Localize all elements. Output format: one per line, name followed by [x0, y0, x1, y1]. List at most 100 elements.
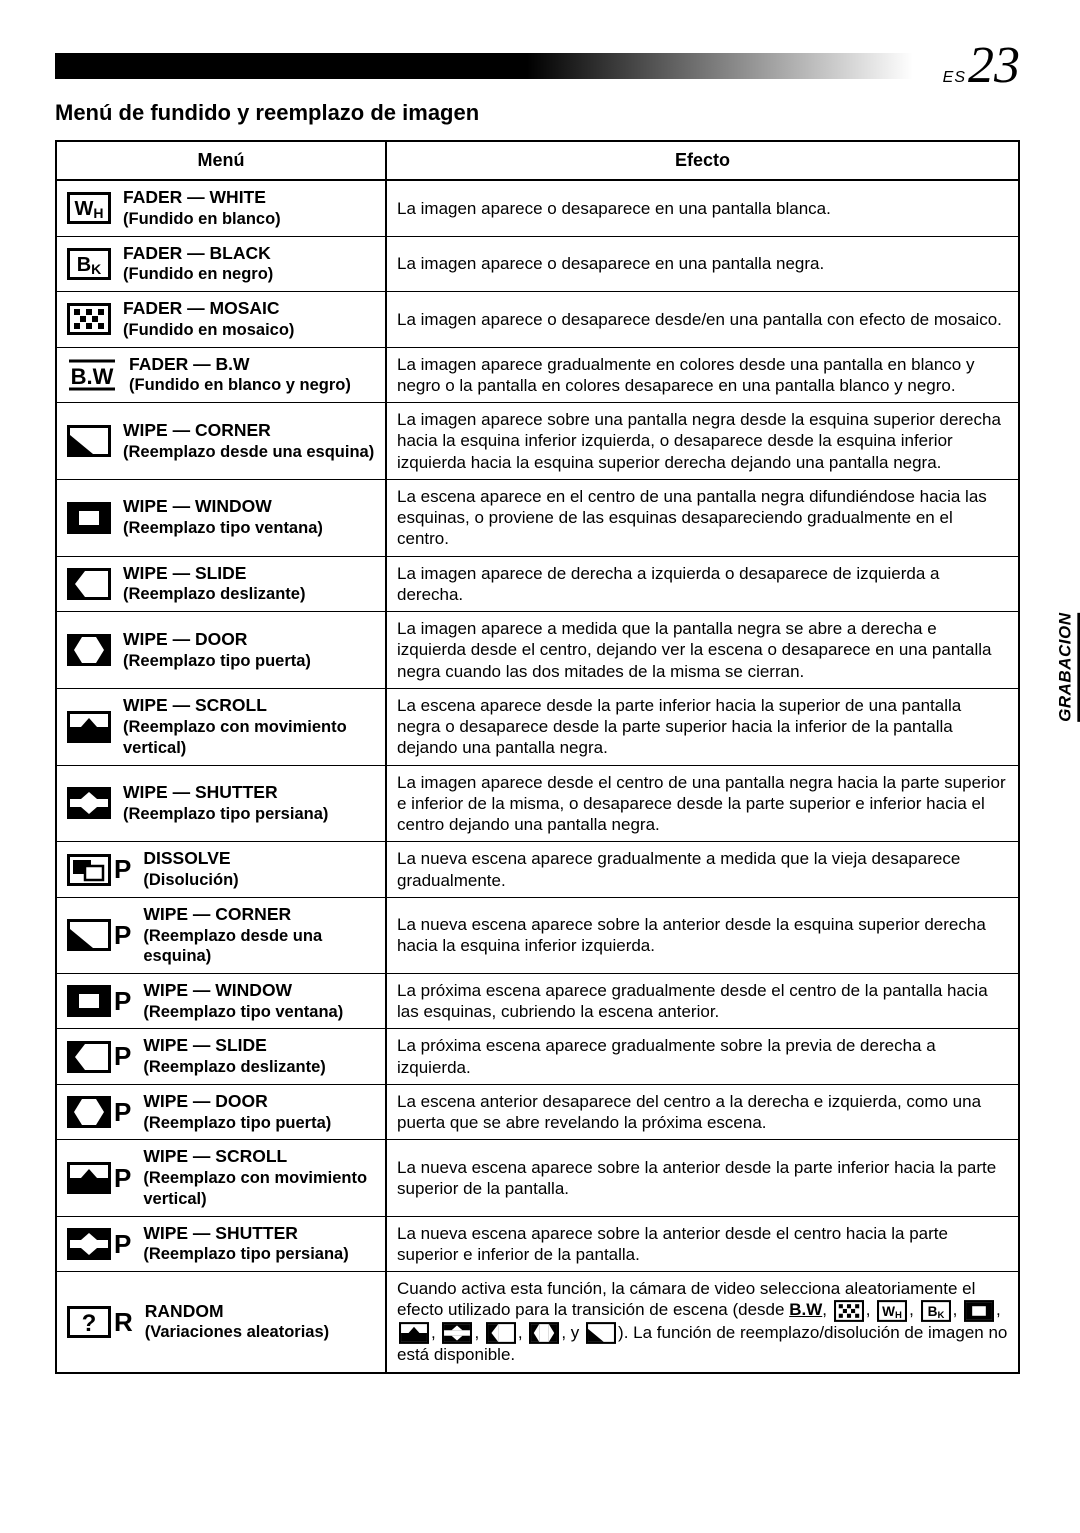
corner-icon	[586, 1322, 616, 1344]
menu-sub: (Disolución)	[143, 870, 238, 891]
table-row: PWIPE — WINDOW(Reemplazo tipo ventana)La…	[56, 973, 1019, 1029]
table-row: WIPE — SLIDE(Reemplazo deslizante) La ima…	[56, 556, 1019, 612]
corner-icon	[67, 425, 111, 457]
menu-cell: P DISSOLVE(Disolución)	[56, 842, 386, 898]
menu-sub: (Reemplazo desde una esquina)	[143, 926, 375, 967]
door-icon: P	[67, 1096, 131, 1129]
menu-cell: PWIPE — CORNER(Reemplazo desde una esqui…	[56, 897, 386, 973]
table-row: WIPE — CORNER(Reemplazo desde una esquin…	[56, 403, 1019, 480]
menu-cell: BKFADER — BLACK(Fundido en negro)	[56, 236, 386, 292]
effect-cell: La escena aparece desde la parte inferio…	[386, 688, 1019, 765]
table-row: B.W FADER — B.W(Fundido en blanco y negro…	[56, 347, 1019, 403]
window-icon	[964, 1300, 994, 1322]
slide-icon	[486, 1322, 516, 1344]
dissolve-icon: P	[67, 853, 131, 886]
menu-title: WIPE — WINDOW	[123, 496, 323, 518]
menu-sub: (Reemplazo desde una esquina)	[123, 442, 374, 463]
bk-icon: BK	[67, 248, 111, 280]
effect-cell: La nueva escena aparece sobre la anterio…	[386, 1140, 1019, 1216]
effect-cell: La escena aparece en el centro de una pa…	[386, 479, 1019, 556]
table-row: PWIPE — SCROLL(Reemplazo con movimiento …	[56, 1140, 1019, 1216]
slide-icon	[67, 568, 111, 600]
menu-title: WIPE — SLIDE	[123, 563, 305, 585]
slide-icon: P	[67, 1040, 131, 1073]
effect-cell: La imagen aparece a medida que la pantal…	[386, 612, 1019, 689]
menu-cell: WIPE — SHUTTER(Reemplazo tipo persiana)	[56, 765, 386, 842]
menu-title: WIPE — SCROLL	[143, 1146, 375, 1168]
badge-P: P	[114, 1040, 131, 1073]
effect-cell: La escena anterior desaparece del centro…	[386, 1084, 1019, 1140]
table-row: BKFADER — BLACK(Fundido en negro)La imag…	[56, 236, 1019, 292]
menu-title: WIPE — SCROLL	[123, 695, 375, 717]
menu-cell: WIPE — DOOR(Reemplazo tipo puerta)	[56, 612, 386, 689]
mosaic-icon	[67, 303, 111, 335]
col-effect: Efecto	[386, 141, 1019, 180]
menu-title: FADER — B.W	[129, 354, 351, 376]
shutter-icon	[67, 787, 111, 819]
badge-P: P	[114, 1228, 131, 1261]
section-title: Menú de fundido y reemplazo de imagen	[55, 100, 1020, 126]
table-row: PWIPE — CORNER(Reemplazo desde una esqui…	[56, 897, 1019, 973]
menu-sub: (Reemplazo con movimiento vertical)	[123, 717, 375, 758]
menu-sub: (Fundido en negro)	[123, 264, 273, 285]
menu-sub: (Reemplazo tipo persiana)	[143, 1244, 348, 1265]
badge-R: R	[114, 1306, 133, 1339]
menu-sub: (Reemplazo tipo ventana)	[123, 518, 323, 539]
scroll-icon: P	[67, 1162, 131, 1195]
menu-cell: B.W FADER — B.W(Fundido en blanco y negro…	[56, 347, 386, 403]
svg-text:?: ?	[82, 1310, 97, 1337]
page-lang: ES	[943, 69, 966, 87]
table-row: PWIPE — SLIDE(Reemplazo deslizante)La pr…	[56, 1029, 1019, 1085]
effect-cell: La próxima escena aparece gradualmente s…	[386, 1029, 1019, 1085]
menu-sub: (Reemplazo deslizante)	[123, 584, 305, 605]
page-number: ES 23	[943, 40, 1020, 92]
bk-icon: BK	[921, 1300, 951, 1322]
menu-sub: (Reemplazo tipo ventana)	[143, 1002, 343, 1023]
table-row: WIPE — WINDOW(Reemplazo tipo ventana) La …	[56, 479, 1019, 556]
badge-P: P	[114, 1162, 131, 1195]
menu-title: WIPE — SHUTTER	[143, 1223, 348, 1245]
menu-cell: WIPE — CORNER(Reemplazo desde una esquin…	[56, 403, 386, 480]
table-row: P DISSOLVE(Disolución) La nueva escena apa…	[56, 842, 1019, 898]
effects-table: Menú Efecto WHFADER — WHITE(Fundido en b…	[55, 140, 1020, 1374]
effect-cell: La nueva escena aparece gradualmente a m…	[386, 842, 1019, 898]
menu-cell: PWIPE — SLIDE(Reemplazo deslizante)	[56, 1029, 386, 1085]
menu-title: WIPE — DOOR	[123, 629, 311, 651]
effect-cell: La imagen aparece sobre una pantalla neg…	[386, 403, 1019, 480]
effect-cell: La nueva escena aparece sobre la anterio…	[386, 897, 1019, 973]
menu-sub: (Reemplazo tipo puerta)	[143, 1113, 331, 1134]
shutter-icon	[442, 1322, 472, 1344]
badge-P: P	[114, 1096, 131, 1129]
menu-cell: WHFADER — WHITE(Fundido en blanco)	[56, 180, 386, 236]
table-row: FADER — MOSAIC(Fundido en mosaico)La ima…	[56, 292, 1019, 348]
bw-icon: B.W	[67, 357, 117, 393]
table-row: WIPE — SCROLL(Reemplazo con movimiento v…	[56, 688, 1019, 765]
table-row: WIPE — SHUTTER(Reemplazo tipo persiana)L…	[56, 765, 1019, 842]
side-tab: GRABACION	[1055, 613, 1080, 722]
page-num: 23	[968, 40, 1020, 92]
menu-cell: ?RRANDOM(Variaciones aleatorias)	[56, 1272, 386, 1373]
random-icon: ?R	[67, 1306, 133, 1339]
window-icon: P	[67, 985, 131, 1018]
scroll-icon	[67, 711, 111, 743]
effect-cell: La imagen aparece de derecha a izquierda…	[386, 556, 1019, 612]
menu-title: DISSOLVE	[143, 848, 238, 870]
effect-cell: La próxima escena aparece gradualmente d…	[386, 973, 1019, 1029]
badge-P: P	[114, 919, 131, 952]
effect-cell: La imagen aparece desde el centro de una…	[386, 765, 1019, 842]
menu-sub: (Reemplazo tipo persiana)	[123, 804, 328, 825]
menu-sub: (Fundido en mosaico)	[123, 320, 294, 341]
effect-cell: La imagen aparece o desaparece en una pa…	[386, 180, 1019, 236]
table-row: WIPE — DOOR(Reemplazo tipo puerta)La ima…	[56, 612, 1019, 689]
scroll-icon	[399, 1322, 429, 1344]
menu-sub: (Fundido en blanco y negro)	[129, 375, 351, 396]
menu-title: FADER — WHITE	[123, 187, 281, 209]
menu-cell: PWIPE — SCROLL(Reemplazo con movimiento …	[56, 1140, 386, 1216]
mosaic-icon	[834, 1300, 864, 1322]
effect-cell: La imagen aparece o desaparece en una pa…	[386, 236, 1019, 292]
menu-title: WIPE — SHUTTER	[123, 782, 328, 804]
menu-sub: (Variaciones aleatorias)	[145, 1322, 329, 1343]
door-icon	[67, 634, 111, 666]
menu-cell: PWIPE — DOOR(Reemplazo tipo puerta)	[56, 1084, 386, 1140]
window-icon	[67, 502, 111, 534]
